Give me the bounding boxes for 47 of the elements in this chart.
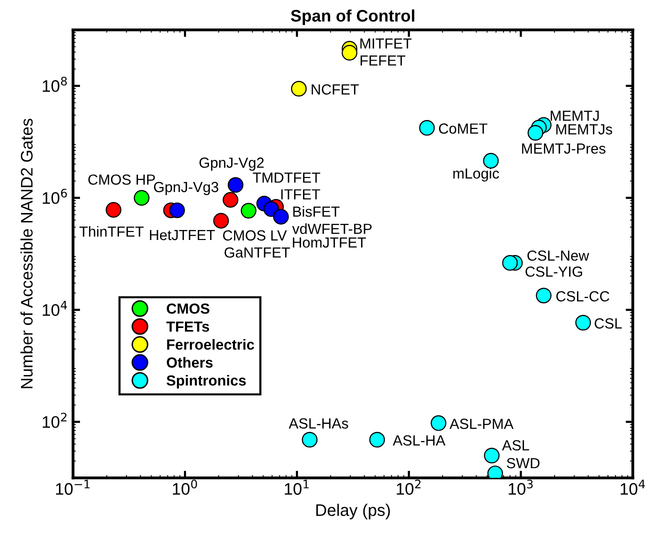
annotation: HetJTFET: [150, 230, 215, 240]
annotation: ASL-HAs: [288, 418, 348, 429]
legend-label: Ferroelectric: [167, 339, 254, 350]
x-tick-label: 10$^{−1}$: [56, 480, 90, 495]
annotation: CoMET: [438, 123, 488, 134]
annotation: TMDTFET: [252, 172, 320, 183]
legend-label: CMOS: [166, 303, 210, 314]
annotation: vdWFET-BP: [292, 223, 372, 234]
y-tick-label: 10$^{2}$: [42, 412, 66, 428]
x-tick-label: 10$^{3}$: [508, 480, 533, 495]
annotation: ASL-PMA: [450, 418, 514, 430]
y-tick-label: 10$^{6}$: [42, 188, 67, 204]
y-axis-title: Number of Accessible NAND2 Gates: [20, 118, 33, 388]
x-axis-title: Delay (ps): [316, 504, 390, 520]
y-tick-label: 10$^{4}$: [42, 300, 67, 316]
annotation: ITFET: [281, 189, 320, 200]
annotation: MEMTJs: [556, 124, 612, 134]
legend-label: Spintronics: [166, 374, 246, 389]
annotation: CSL-YIG: [526, 266, 582, 277]
annotation: HomJTFET: [292, 237, 366, 248]
annotation: MEMTJ-Pres: [522, 144, 606, 154]
annotation: CMOS HP: [88, 174, 155, 185]
annotation: NCFET: [312, 84, 359, 95]
y-tick-label: 10$^{8}$: [42, 76, 67, 92]
legend-label: Others: [166, 356, 213, 368]
chart-title: Span of Control: [290, 9, 414, 25]
annotation: mLogic: [453, 168, 500, 182]
annotation: CSL-New: [527, 250, 590, 261]
annotation: BisFET: [293, 206, 340, 217]
x-tick-label: 10$^{1}$: [284, 480, 309, 495]
annotation: GpnJ-Vg3: [154, 182, 218, 196]
annotation: MITFET: [360, 38, 412, 49]
annotation: CMOS LV: [223, 230, 287, 241]
x-tick-label: 10$^{0}$: [172, 480, 198, 495]
annotation: MEMTJ: [550, 110, 599, 121]
annotation: GaNTFET: [224, 247, 290, 258]
annotation: ThinTFET: [79, 226, 144, 237]
annotation: ASL: [502, 440, 530, 450]
annotation: GpnJ-Vg2: [199, 158, 264, 171]
x-tick-label: 10$^{4}$: [620, 480, 645, 495]
legend-label: TFETs: [166, 322, 210, 332]
annotation: ASL-HA: [392, 435, 446, 446]
annotation: SWD: [506, 458, 540, 468]
annotation: CSL: [594, 318, 622, 329]
annotation: FEFET: [360, 56, 406, 66]
x-tick-label: 10$^{2}$: [396, 480, 421, 495]
annotation: CSL-CC: [556, 291, 610, 302]
